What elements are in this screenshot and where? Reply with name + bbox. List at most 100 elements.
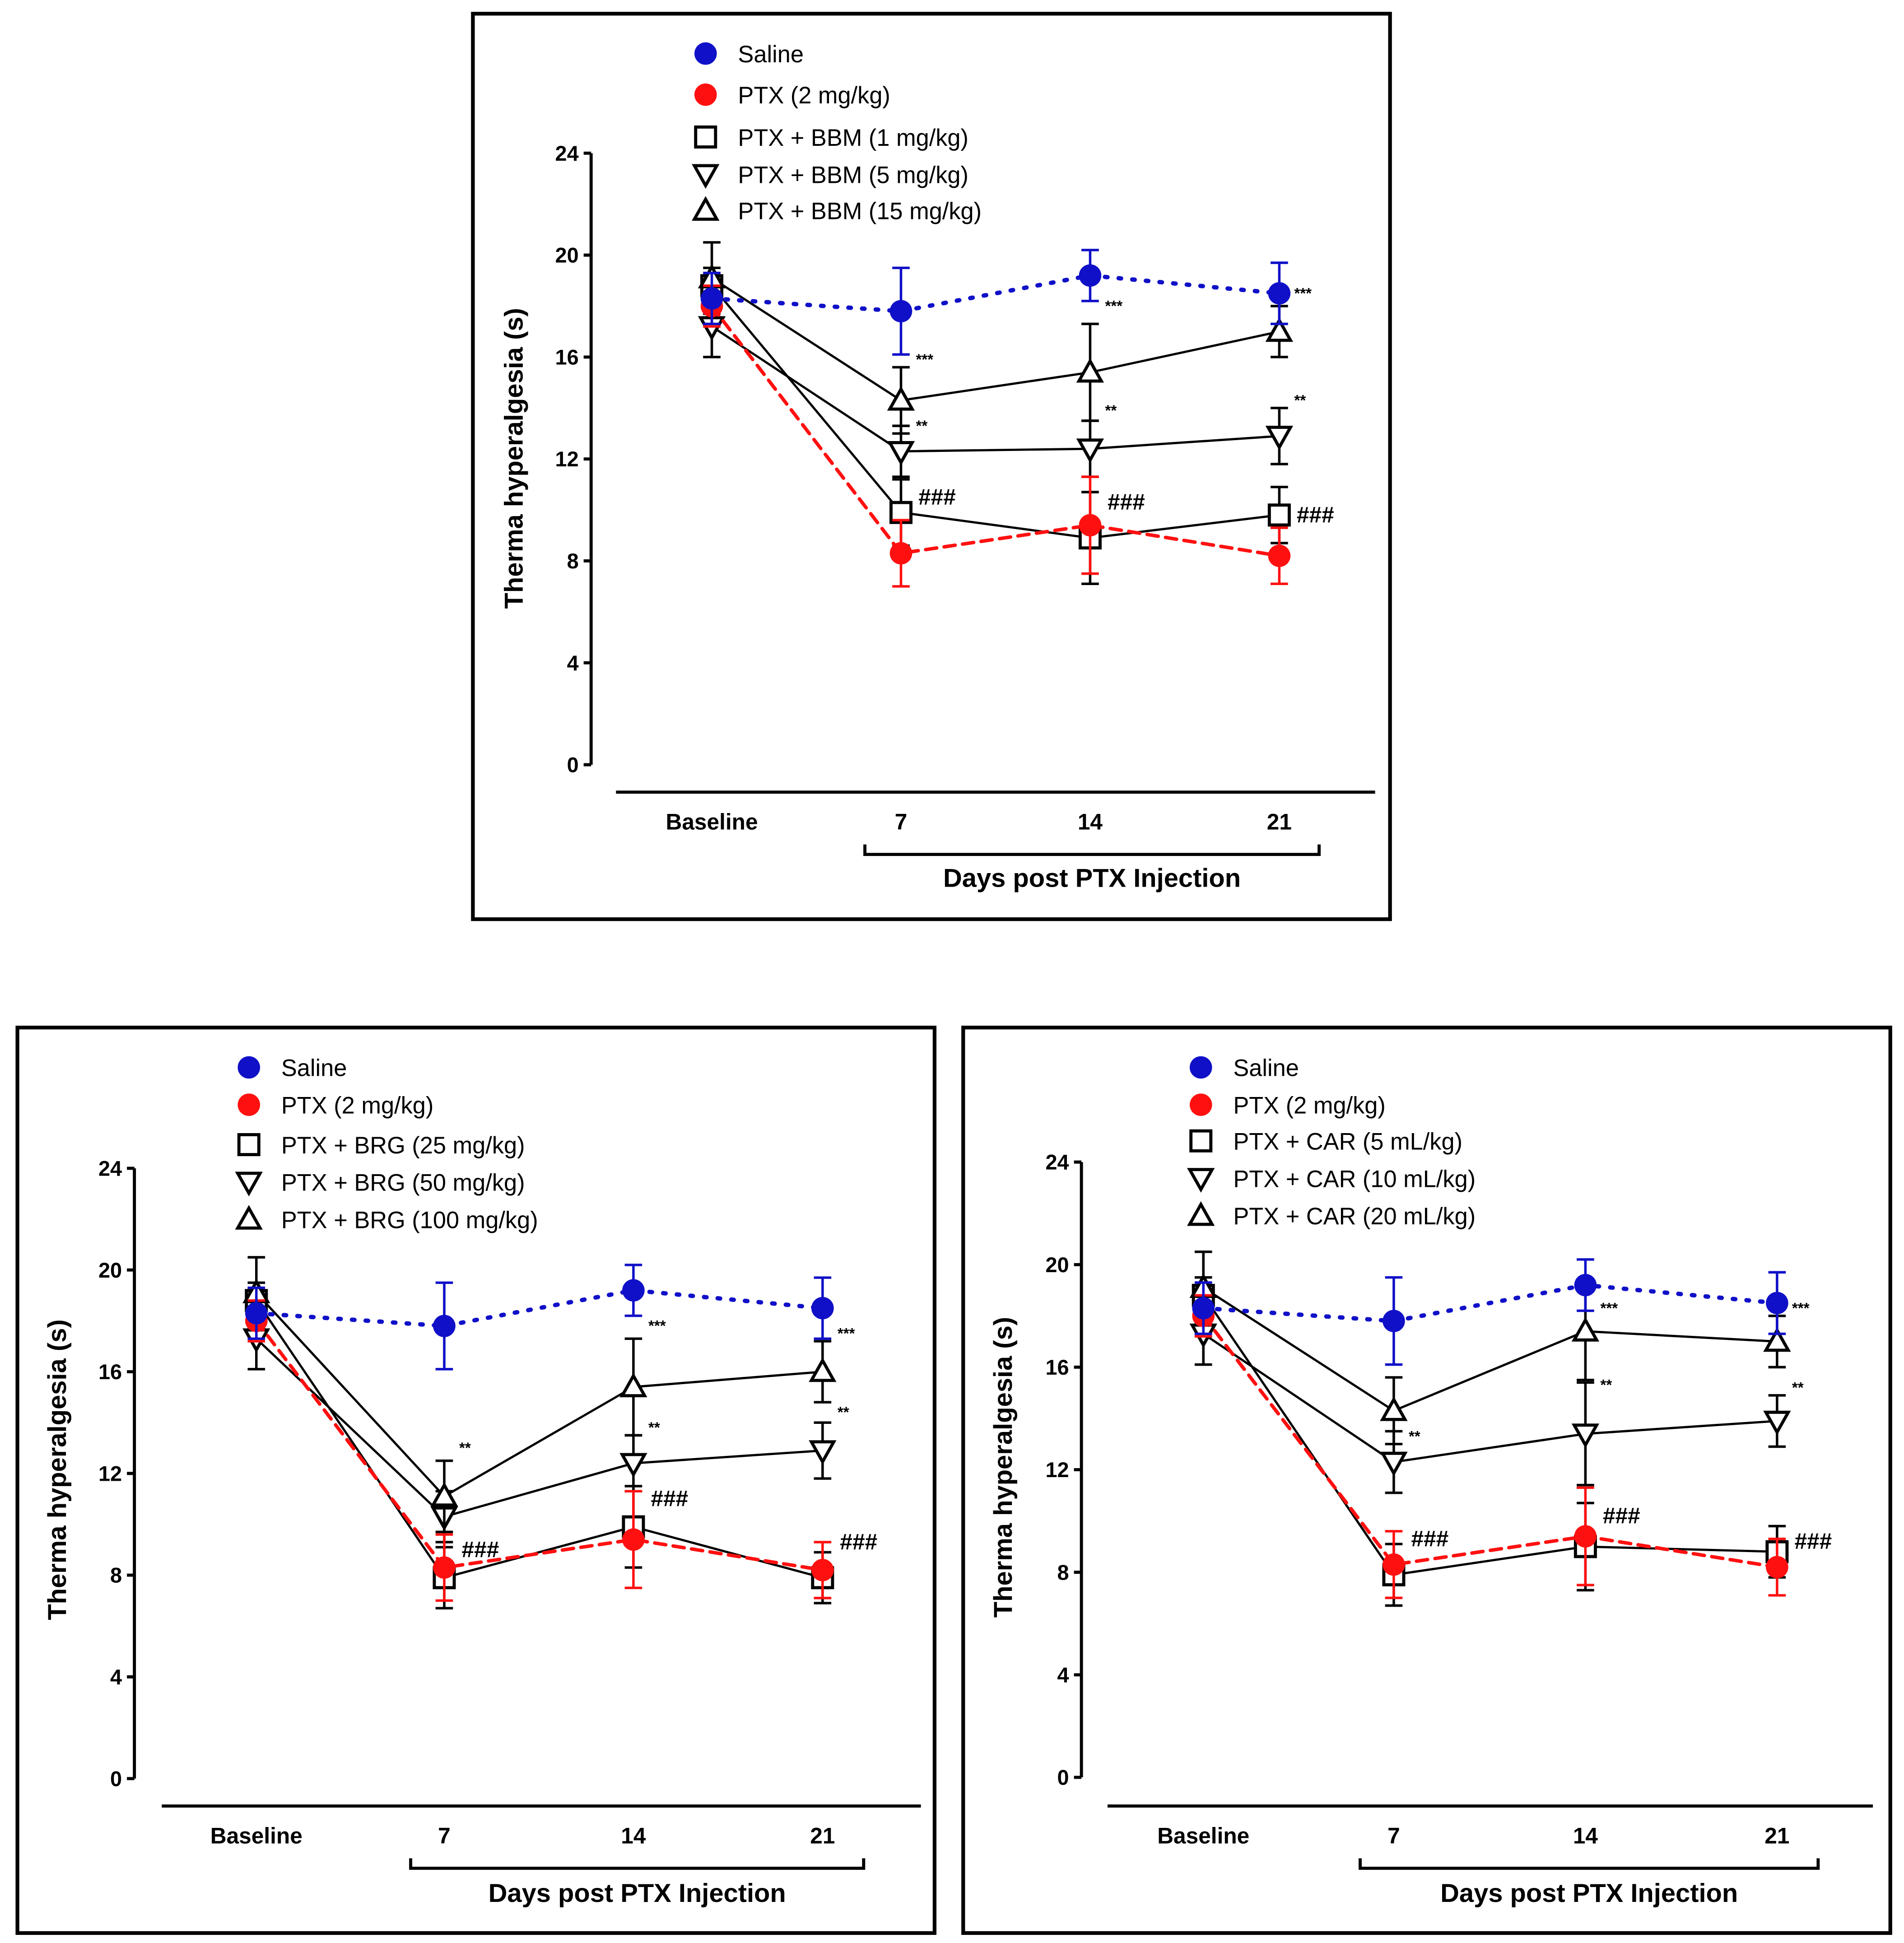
significance-annotation: ###: [840, 1529, 877, 1554]
series-line: [255, 1292, 824, 1498]
significance-annotation: ***: [1792, 1300, 1810, 1317]
legend-marker: [235, 1171, 263, 1197]
y-tick-label: 12: [98, 1462, 122, 1485]
significance-annotation: ###: [1794, 1529, 1832, 1554]
panel-frame: [471, 12, 1392, 921]
legend-item: PTX + CAR (20 mL/kg): [1187, 1201, 1476, 1230]
x-tick-label: 14: [1078, 809, 1103, 834]
series-line: [711, 284, 1280, 539]
legend-item: PTX + BRG (50 mg/kg): [235, 1170, 525, 1197]
legend-marker: [694, 42, 717, 65]
legend-marker: [237, 1093, 261, 1116]
data-point: [889, 542, 912, 565]
y-tick-label: 4: [567, 651, 579, 675]
significance-annotation: **: [1105, 402, 1117, 419]
data-point: [622, 1528, 645, 1551]
data-point: [1763, 1327, 1791, 1352]
series-line: [255, 1299, 824, 1579]
data-point: [1766, 1292, 1788, 1315]
significance-annotation: **: [1792, 1380, 1804, 1396]
x-group-bracket: [409, 1858, 866, 1870]
legend-label: PTX + CAR (10 mL/kg): [1233, 1166, 1476, 1192]
series-line: [711, 325, 1280, 453]
data-point: [1763, 1410, 1791, 1436]
data-point: [811, 1559, 834, 1581]
legend: Saline PTX (2 mg/kg) PTX + BRG (25 mg/kg) P…: [235, 1055, 538, 1233]
significance-annotation: **: [1294, 392, 1306, 409]
legend-item: Saline: [237, 1055, 347, 1082]
y-tick-label: 8: [110, 1564, 122, 1587]
legend-label: PTX + BRG (50 mg/kg): [281, 1170, 525, 1196]
significance-annotation: ***: [838, 1325, 855, 1342]
legend-label: PTX (2 mg/kg): [281, 1092, 433, 1119]
data-point: [619, 1453, 647, 1478]
legend: Saline PTX (2 mg/kg) PTX + BBM (1 mg/kg) PT…: [692, 42, 982, 225]
legend-marker: [692, 164, 720, 189]
data-point: [1571, 1317, 1600, 1342]
legend-marker: [1189, 1129, 1213, 1153]
y-tick-label: 0: [567, 753, 579, 777]
data-point: [811, 1297, 834, 1320]
data-point: [1265, 426, 1294, 451]
legend-label: PTX + BBM (1 mg/kg): [738, 125, 968, 151]
data-point: [1192, 1297, 1215, 1320]
y-tick-label: 24: [555, 142, 579, 165]
y-tick-label: 4: [1057, 1663, 1069, 1687]
chart-panel-3: 0 4 8 12 16 20 24 Therma hyperalgesia (s) Baseli…: [961, 1026, 1892, 1935]
legend-label: PTX + CAR (20 mL/kg): [1233, 1204, 1476, 1230]
legend-label: PTX + BRG (100 mg/kg): [281, 1207, 538, 1233]
series-line: [255, 1337, 824, 1518]
legend-marker: [1189, 1093, 1212, 1116]
legend-item: PTX (2 mg/kg): [694, 83, 890, 109]
significance-annotation: **: [459, 1440, 471, 1457]
significance-annotation: **: [838, 1404, 849, 1421]
legend-label: PTX (2 mg/kg): [1233, 1092, 1385, 1119]
legend-label: PTX + CAR (5 mL/kg): [1233, 1129, 1462, 1155]
x-axis-label: Days post PTX Injection: [1440, 1879, 1738, 1908]
x-group-bracket: [1359, 1858, 1820, 1870]
significance-annotation: **: [648, 1419, 660, 1436]
data-point: [1380, 1396, 1408, 1421]
data-point: [1571, 1423, 1600, 1448]
x-tick-label: 14: [1573, 1823, 1598, 1848]
legend-item: PTX + BBM (1 mg/kg): [694, 125, 968, 151]
significance-annotation: **: [1409, 1428, 1420, 1445]
data-point: [430, 1482, 458, 1507]
y-tick-label: 24: [1045, 1151, 1069, 1174]
x-group-bracket: [863, 844, 1321, 856]
data-point: [1380, 1451, 1408, 1477]
y-tick-label: 8: [1057, 1561, 1069, 1584]
data-point: [622, 1279, 645, 1302]
series-line: [709, 273, 1282, 314]
legend-marker: [694, 125, 717, 149]
legend-item: Saline: [694, 42, 804, 68]
data-point: [809, 1440, 837, 1465]
x-tick-label: 14: [621, 1823, 646, 1848]
significance-annotation: ***: [1600, 1300, 1618, 1317]
x-tick-label: Baseline: [210, 1823, 303, 1848]
significance-annotation: ***: [1294, 285, 1312, 302]
y-tick-label: 12: [555, 447, 579, 471]
chart-panel-2: 0 4 8 12 16 20 24 Therma hyperalgesia (s) Baseli…: [15, 1026, 937, 1935]
y-tick-label: 20: [1045, 1253, 1069, 1277]
data-point: [1267, 503, 1291, 527]
x-tick-label: 21: [810, 1823, 835, 1848]
data-point: [433, 1315, 456, 1337]
x-axis-label: Days post PTX Injection: [943, 864, 1241, 892]
significance-annotation: ###: [1297, 502, 1334, 527]
y-tick-label: 16: [555, 345, 579, 369]
legend-item: PTX + CAR (5 mL/kg): [1189, 1129, 1462, 1155]
panel-frame: [15, 1026, 937, 1935]
legend-marker: [694, 83, 717, 106]
legend-item: PTX + BBM (5 mg/kg): [692, 163, 968, 189]
data-point: [1079, 264, 1102, 287]
legend-item: PTX + BRG (100 mg/kg): [235, 1205, 538, 1233]
data-point: [1574, 1525, 1597, 1548]
legend-label: PTX + BBM (15 mg/kg): [738, 199, 982, 225]
data-point: [887, 386, 915, 411]
legend-marker: [1187, 1201, 1215, 1226]
y-tick-label: 8: [567, 549, 579, 573]
legend-item: Saline: [1189, 1055, 1299, 1082]
significance-annotation: ###: [918, 484, 956, 510]
legend-marker: [1189, 1056, 1212, 1079]
